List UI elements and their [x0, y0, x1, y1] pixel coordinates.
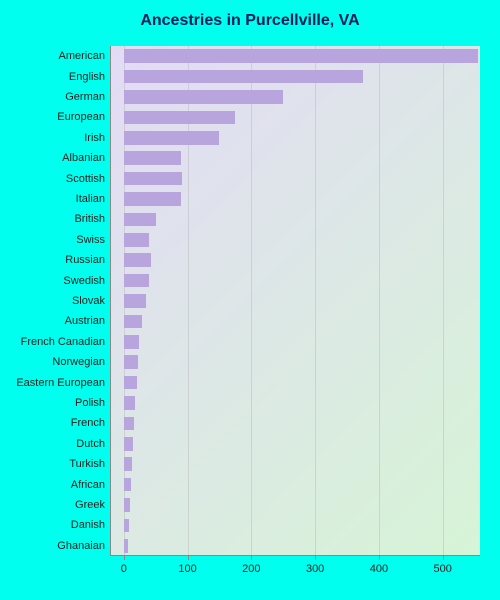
x-tick-label: 500 [434, 563, 452, 575]
bar-fill [124, 315, 142, 328]
bar-fill [124, 111, 236, 124]
x-tick [188, 555, 189, 560]
bar-fill [124, 131, 220, 144]
y-axis-label: American [59, 50, 111, 62]
x-tick [251, 555, 252, 560]
bar-fill [124, 70, 363, 83]
bar-fill [124, 253, 151, 266]
y-axis-label: Austrian [65, 315, 111, 327]
x-gridline [443, 46, 444, 555]
y-axis-label: Dutch [76, 438, 111, 450]
bar-fill [124, 498, 130, 511]
y-axis-label: Ghanaian [57, 540, 111, 552]
y-axis-label: Greek [75, 499, 111, 511]
y-axis-label: Scottish [66, 173, 111, 185]
bar [124, 253, 151, 266]
bar-fill [124, 233, 150, 246]
y-axis-label: Norwegian [52, 356, 111, 368]
bar [124, 131, 220, 144]
bar [124, 376, 137, 389]
y-axis-label: Swedish [63, 275, 111, 287]
y-axis-label: English [69, 71, 111, 83]
x-gridline [379, 46, 380, 555]
bar-fill [124, 519, 129, 532]
x-gridline [251, 46, 252, 555]
x-tick-label: 400 [370, 563, 388, 575]
y-axis-label: Danish [71, 519, 111, 531]
y-axis-label: Eastern European [16, 377, 111, 389]
y-axis-label: European [57, 111, 111, 123]
bar-fill [124, 294, 146, 307]
bar-fill [124, 437, 133, 450]
y-axis-label: British [74, 213, 111, 225]
bar [124, 437, 133, 450]
x-tick [315, 555, 316, 560]
y-axis-label: German [65, 91, 111, 103]
bar-fill [124, 539, 128, 552]
bar [124, 396, 135, 409]
bar [124, 151, 181, 164]
bar-fill [124, 192, 181, 205]
bar-fill [124, 335, 139, 348]
bar-fill [124, 457, 132, 470]
bar [124, 315, 142, 328]
x-tick-label: 100 [178, 563, 196, 575]
bar [124, 70, 363, 83]
y-axis-label: Italian [76, 193, 111, 205]
bar [124, 355, 138, 368]
x-tick-label: 200 [242, 563, 260, 575]
y-axis-label: Albanian [62, 152, 111, 164]
bar [124, 519, 129, 532]
y-axis-label: Irish [84, 132, 111, 144]
bar [124, 192, 181, 205]
y-axis-label: Slovak [72, 295, 111, 307]
bar-fill [124, 213, 156, 226]
y-axis-label: Swiss [76, 234, 111, 246]
bar-fill [124, 49, 478, 62]
bar-fill [124, 151, 181, 164]
bar [124, 90, 283, 103]
bar-fill [124, 355, 138, 368]
bar [124, 294, 146, 307]
page-root: Ancestries in Purcellville, VA City-Data… [0, 0, 500, 600]
bar-fill [124, 90, 283, 103]
y-axis-label: French Canadian [21, 336, 111, 348]
y-axis-label: Turkish [69, 458, 111, 470]
y-axis-label: Russian [65, 254, 111, 266]
plot-area: 0100200300400500AmericanEnglishGermanEur… [110, 46, 480, 556]
bar [124, 49, 478, 62]
y-axis-label: French [71, 417, 111, 429]
bar-fill [124, 172, 183, 185]
bar [124, 172, 183, 185]
y-axis-label: Polish [75, 397, 111, 409]
y-axis-label: African [71, 479, 111, 491]
bar [124, 213, 156, 226]
x-tick [443, 555, 444, 560]
bar-fill [124, 376, 137, 389]
bar-fill [124, 478, 132, 491]
bar [124, 111, 236, 124]
bar [124, 498, 130, 511]
bar [124, 478, 132, 491]
bar [124, 539, 128, 552]
bar [124, 457, 132, 470]
bar-fill [124, 274, 150, 287]
x-tick-label: 300 [306, 563, 324, 575]
x-gridline [315, 46, 316, 555]
bar [124, 274, 150, 287]
bar [124, 335, 139, 348]
bar [124, 417, 134, 430]
bar-fill [124, 396, 135, 409]
x-tick [124, 555, 125, 560]
x-tick-label: 0 [121, 563, 127, 575]
bar [124, 233, 150, 246]
bar-fill [124, 417, 134, 430]
chart-title: Ancestries in Purcellville, VA [0, 12, 500, 30]
x-tick [379, 555, 380, 560]
